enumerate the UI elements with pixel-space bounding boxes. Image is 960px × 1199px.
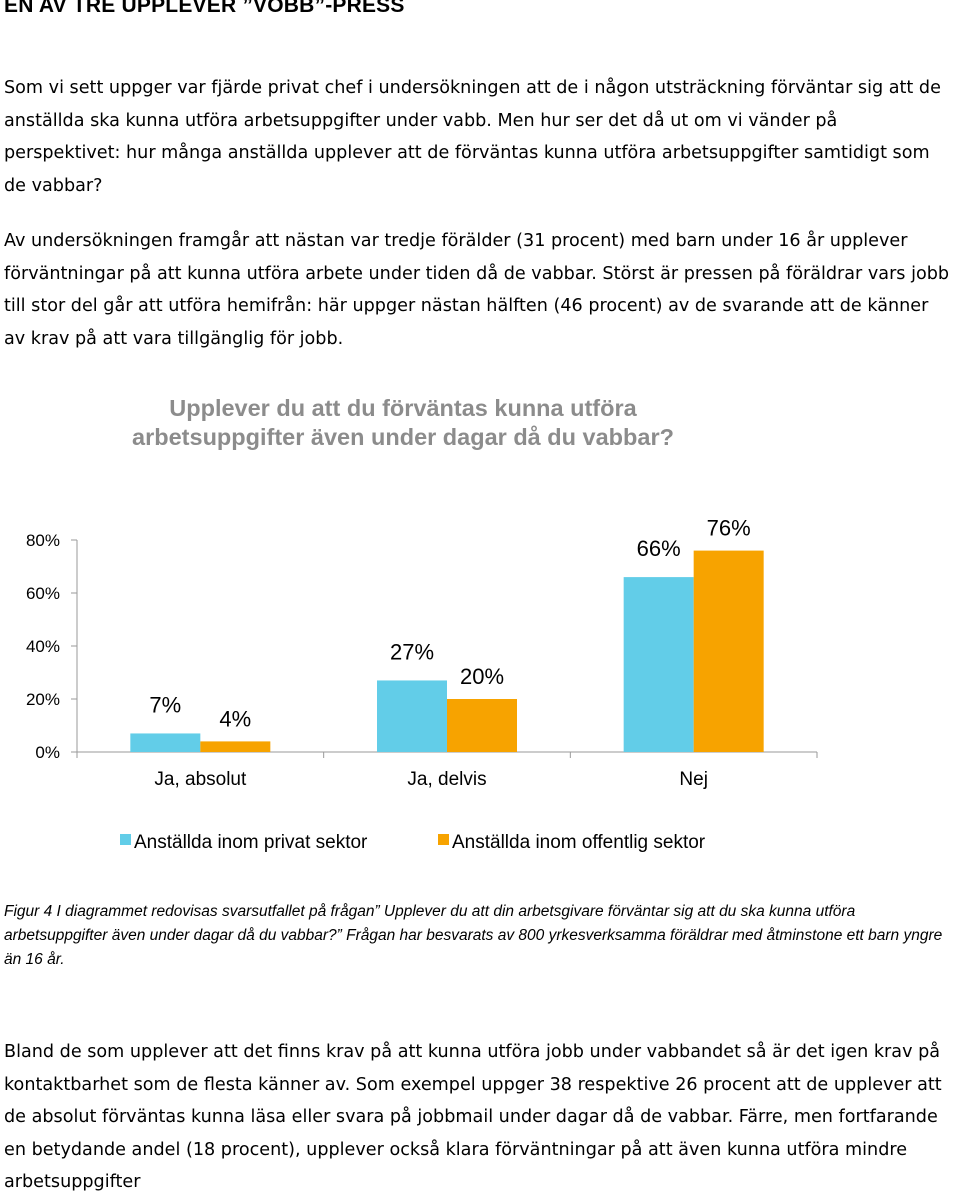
legend-label: Anställda inom privat sektor	[134, 832, 368, 853]
legend-swatch	[438, 834, 449, 845]
category-label: Ja, absolut	[154, 769, 247, 790]
chart-title-line-2: arbetsuppgifter även under dagar då du v…	[132, 424, 674, 450]
data-label: 66%	[637, 536, 681, 561]
bar-public	[447, 699, 517, 752]
data-label: 20%	[460, 664, 504, 689]
category-label: Ja, delvis	[407, 769, 486, 790]
y-tick-label: 80%	[26, 531, 60, 550]
data-label: 76%	[707, 516, 751, 541]
legend-swatch	[120, 834, 131, 845]
findings-paragraph: Av undersökningen framgår att nästan var…	[4, 231, 950, 349]
closing-paragraph: Bland de som upplever att det finns krav…	[4, 1042, 942, 1192]
y-tick-label: 60%	[26, 584, 60, 603]
data-label: 7%	[149, 692, 181, 717]
data-label: 4%	[219, 706, 251, 731]
bar-private	[130, 733, 201, 752]
chart-title: Upplever du att du förväntas kunna utför…	[0, 394, 806, 452]
bar-private	[623, 577, 694, 752]
chart-title-line-1: Upplever du att du förväntas kunna utför…	[169, 395, 637, 421]
bar-public	[693, 550, 764, 752]
bar-private	[377, 680, 447, 752]
y-tick-label: 40%	[26, 637, 60, 656]
data-label: 27%	[390, 639, 434, 664]
bar-chart: 0% 20% 40% 60% 80% 7% 4% Ja, absolut 27% 20% Ja, d…	[26, 516, 818, 853]
category-label: Nej	[679, 769, 708, 790]
intro-paragraph: Som vi sett uppger var fjärde privat che…	[4, 78, 941, 196]
y-tick-label: 20%	[26, 690, 60, 709]
y-tick-label: 0%	[35, 743, 60, 762]
figure-caption: Figur 4 I diagrammet redovisas svarsutfa…	[4, 903, 943, 968]
page-heading: EN AV TRE UPPLEVER ”VOBB”-PRESS	[4, 0, 405, 17]
legend-label: Anställda inom offentlig sektor	[452, 832, 706, 853]
bar-public	[200, 741, 271, 752]
